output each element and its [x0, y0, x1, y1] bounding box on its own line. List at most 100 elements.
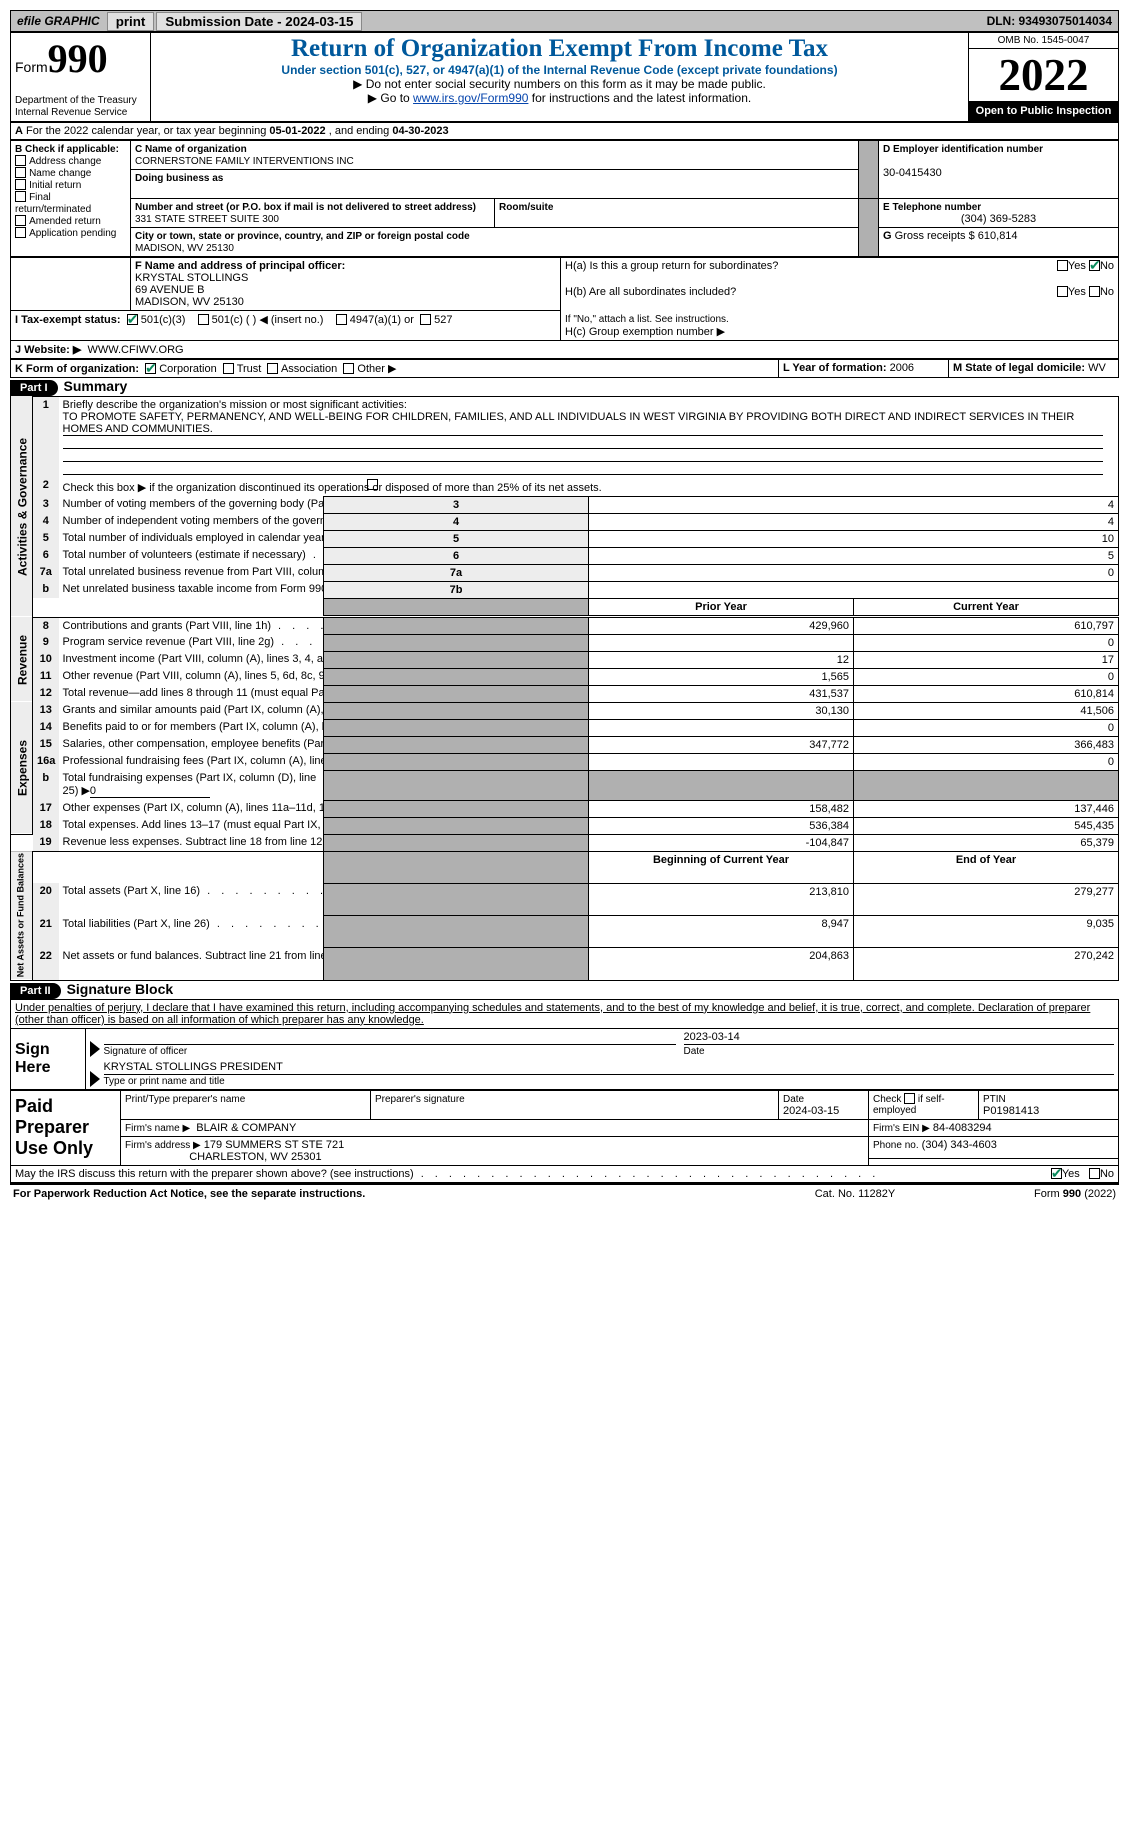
discuss-no-label: No — [1100, 1168, 1114, 1180]
form-subtitle: Under section 501(c), 527, or 4947(a)(1)… — [155, 63, 964, 77]
footer-form-year: (2022) — [1081, 1188, 1116, 1200]
l15-num: 15 — [33, 736, 59, 753]
l21-py: 8,947 — [589, 916, 854, 948]
discuss-text: May the IRS discuss this return with the… — [11, 1166, 959, 1183]
dln-label: DLN: 93493075014034 — [987, 14, 1118, 28]
hb-no[interactable] — [1089, 286, 1100, 297]
hb-note: If "No," attach a list. See instructions… — [565, 314, 729, 325]
section-revenue: Revenue — [11, 617, 33, 702]
check-501c[interactable] — [198, 314, 209, 325]
submission-date-button[interactable]: Submission Date - 2024-03-15 — [156, 12, 362, 31]
d-label: D Employer identification number — [883, 144, 1043, 155]
l22-text: Net assets or fund balances. Subtract li… — [59, 948, 324, 980]
paid-label: Paid Preparer Use Only — [11, 1090, 121, 1165]
discuss-no[interactable] — [1089, 1168, 1100, 1179]
l9-cy: 0 — [854, 634, 1119, 651]
l11-cy: 0 — [854, 668, 1119, 685]
check-name-change[interactable] — [15, 167, 26, 178]
l5-box: 5 — [324, 530, 589, 547]
phone-label: Phone no. — [873, 1140, 919, 1151]
check-initial-return[interactable] — [15, 179, 26, 190]
check-final-return[interactable] — [15, 191, 26, 202]
l8-py: 429,960 — [589, 617, 854, 634]
g19 — [324, 834, 589, 851]
check-address-change[interactable] — [15, 155, 26, 166]
l22-py: 204,863 — [589, 948, 854, 980]
g22 — [324, 948, 589, 980]
form-title: Return of Organization Exempt From Incom… — [155, 35, 964, 63]
print-button[interactable]: print — [107, 12, 155, 31]
hb-yes[interactable] — [1057, 286, 1068, 297]
org-name: CORNERSTONE FAMILY INTERVENTIONS INC — [135, 156, 354, 167]
goto-post: for instructions and the latest informat… — [528, 91, 751, 105]
part-ii-header: Part IISignature Block — [10, 981, 1119, 999]
section-expenses: Expenses — [11, 702, 33, 834]
check-self-emp[interactable] — [904, 1093, 915, 1104]
l1-num: 1 — [33, 396, 59, 477]
tax-year: 2022 — [969, 49, 1118, 101]
sign-here-label: Sign Here — [11, 1028, 86, 1089]
f-h-block: F Name and address of principal officer:… — [10, 257, 1119, 359]
bcdeg-block: B Check if applicable: Address change Na… — [10, 140, 1119, 257]
l5-num: 5 — [33, 530, 59, 547]
l2-text: Check this box ▶ if the organization dis… — [63, 482, 602, 494]
l7b-box: 7b — [324, 581, 589, 598]
check-4947[interactable] — [336, 314, 347, 325]
check-corp[interactable] — [145, 363, 156, 374]
efile-label: efile GRAPHIC — [11, 14, 106, 28]
l18-py: 536,384 — [589, 817, 854, 834]
officer-addr1: 69 AVENUE B — [135, 284, 205, 296]
blank-cell — [869, 1159, 1119, 1166]
ha-yes[interactable] — [1057, 260, 1068, 271]
opt-501c3: 501(c)(3) — [141, 314, 186, 326]
ein-value: 30-0415430 — [883, 167, 942, 179]
opt-assoc: Association — [281, 363, 337, 375]
paid-preparer-block: Paid Preparer Use Only Print/Type prepar… — [10, 1090, 1119, 1166]
l2-num: 2 — [33, 477, 59, 497]
typed-name: KRYSTAL STOLLINGS PRESIDENT — [104, 1061, 283, 1073]
b-opt-3: Final return/terminated — [15, 192, 91, 215]
discuss-yes-label: Yes — [1062, 1168, 1080, 1180]
b-label: B Check if applicable: — [15, 144, 119, 155]
irs-link[interactable]: www.irs.gov/Form990 — [413, 91, 528, 105]
ha-no[interactable] — [1089, 260, 1100, 271]
check-amended[interactable] — [15, 215, 26, 226]
l5-val: 10 — [589, 530, 1119, 547]
g14 — [324, 719, 589, 736]
l18-text: Total expenses. Add lines 13–17 (must eq… — [59, 817, 324, 834]
discuss-yes[interactable] — [1051, 1168, 1062, 1179]
check-trust[interactable] — [223, 363, 234, 374]
b-opt-5: Application pending — [29, 228, 116, 239]
l4-box: 4 — [324, 513, 589, 530]
footer: For Paperwork Reduction Act Notice, see … — [10, 1183, 1119, 1203]
l19-text: Revenue less expenses. Subtract line 18 … — [59, 834, 324, 851]
l14-text: Benefits paid to or for members (Part IX… — [59, 719, 324, 736]
ha-yes-label: Yes — [1068, 260, 1086, 272]
mission-text: TO PROMOTE SAFETY, PERMANENCY, AND WELL-… — [63, 411, 1104, 436]
l7b-num: b — [33, 581, 59, 598]
col-current: Current Year — [854, 598, 1119, 615]
period-begin: 05-01-2022 — [269, 125, 325, 137]
l7a-text: Total unrelated business revenue from Pa… — [59, 564, 324, 581]
l6-num: 6 — [33, 547, 59, 564]
check-527[interactable] — [420, 314, 431, 325]
l2-check[interactable] — [367, 479, 378, 490]
check-other[interactable] — [343, 363, 354, 374]
line-a-prefix: A — [15, 125, 23, 137]
check-app-pending[interactable] — [15, 227, 26, 238]
l3-text: Number of voting members of the governin… — [59, 496, 324, 513]
l10-cy: 17 — [854, 651, 1119, 668]
l16b-row: Total fundraising expenses (Part IX, col… — [59, 770, 324, 800]
footer-notice: For Paperwork Reduction Act Notice, see … — [13, 1188, 365, 1200]
declaration: Under penalties of perjury, I declare th… — [10, 999, 1119, 1028]
firm-phone: (304) 343-4603 — [922, 1139, 997, 1151]
g8 — [324, 617, 589, 634]
l12-num: 12 — [33, 685, 59, 702]
l3-box: 3 — [324, 496, 589, 513]
l9-num: 9 — [33, 634, 59, 651]
l1-text: Briefly describe the organization's miss… — [63, 399, 407, 411]
na-spacer — [33, 851, 59, 883]
check-501c3[interactable] — [127, 314, 138, 325]
opt-corp: Corporation — [159, 363, 216, 375]
check-assoc[interactable] — [267, 363, 278, 374]
